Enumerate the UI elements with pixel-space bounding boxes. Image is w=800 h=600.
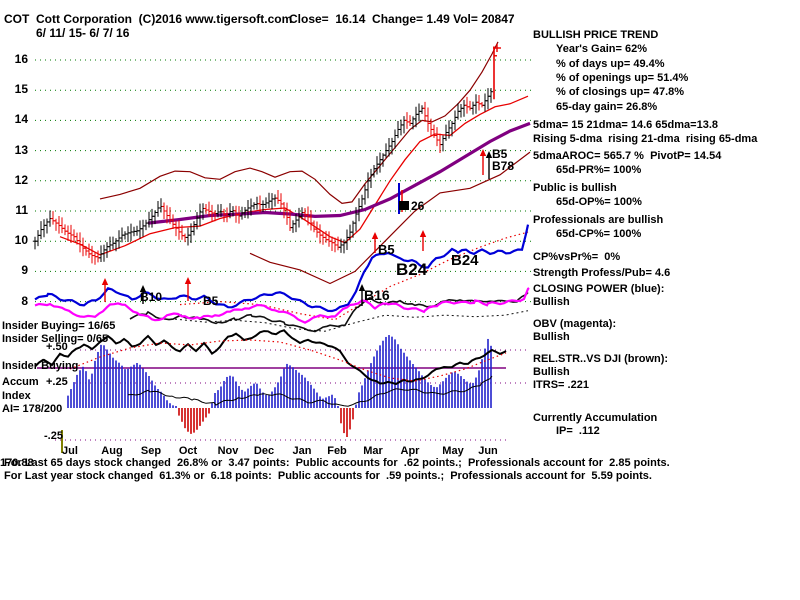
month-label: May (442, 445, 464, 457)
right-panel-stat-line: 5dma= 15 21dma= 14.6 65dma=13.8 (533, 119, 718, 131)
chart-annotation: B24 (451, 252, 479, 269)
left-panel-label: Insider Buying (2, 360, 79, 372)
month-label: Mar (363, 445, 383, 457)
price-axis-label: 10 (14, 233, 28, 248)
price-axis-label: 8 (21, 293, 28, 308)
chart-annotation: B24 (396, 260, 428, 279)
footer-line-2: For Last year stock changed 61.3% or 6.1… (4, 470, 652, 482)
right-panel-stat-line: Strength Profess/Pub= 4.6 (533, 267, 671, 279)
footer-overlap-value: 170.88 (0, 457, 34, 469)
reference-lines (37, 349, 528, 453)
price-axis-label: 15 (14, 82, 28, 97)
month-label: Sep (140, 445, 162, 457)
left-panel-label: AI= 178/200 (2, 403, 63, 415)
right-panel-stat-line: % of openings up= 51.4% (556, 72, 689, 84)
right-panel-stat-line: % of closings up= 47.8% (556, 86, 685, 98)
left-panel-label: Index (2, 390, 31, 402)
right-panel-stat-line: 65d-OP%= 100% (556, 196, 642, 208)
month-label: Feb (327, 445, 347, 457)
right-panel-stat-line: CP%vsPr%= 0% (533, 251, 621, 263)
month-label: Oct (178, 445, 198, 457)
right-panel-stat-line: Bullish (533, 366, 570, 378)
right-panel-stat-line: BULLISH PRICE TREND (533, 29, 659, 41)
obv-line (34, 287, 530, 324)
right-panel-stat-line: Bullish (533, 296, 570, 308)
ai-histogram (67, 335, 492, 438)
month-label: Nov (217, 445, 239, 457)
month-label: Dec (253, 445, 275, 457)
right-panel-stat-line: Rising 5-dma rising 21-dma rising 65-dma (533, 133, 758, 145)
right-panel-stat-line: Professionals are bullish (533, 214, 664, 226)
dotted-guides (174, 231, 529, 332)
ticker-symbol: COT (4, 12, 30, 26)
right-panel-stat-line: 5dmaAROC= 565.7 % PivotP= 14.54 (533, 150, 722, 162)
ma-65-line (147, 121, 531, 225)
right-panel-stat-line: Year's Gain= 62% (556, 43, 647, 55)
chart-annotation: B5 (378, 242, 395, 257)
ai-ma-line (127, 375, 493, 407)
right-panel-stat-line: 65d-CP%= 100% (556, 228, 642, 240)
price-axis-label: 9 (21, 263, 28, 278)
right-panel-stat-line: Currently Accumulation (533, 412, 658, 424)
chart-annotation: B5 (203, 294, 219, 308)
chart-annotation: B16 (364, 287, 390, 303)
right-panel-stat-line: REL.STR..VS DJI (brown): (533, 353, 669, 365)
right-panel-stat-line: Public is bullish (533, 182, 617, 194)
price-axis-label: 16 (14, 52, 28, 66)
date-range: 6/ 11/ 15- 6/ 7/ 16 (36, 26, 130, 40)
left-panel-label: +.50 (46, 341, 68, 353)
quote-summary: Close= 16.14 Change= 1.49 Vol= 20847 (289, 12, 515, 26)
chart-annotation: B10 (140, 290, 163, 304)
chart-annotation: B5 (492, 147, 508, 161)
right-panel-stat-line: % of days up= 49.4% (556, 58, 665, 70)
chart-title: Cott Corporation (C)2016 www.tigersoft.c… (36, 12, 293, 26)
right-panel-stat-line: CLOSING POWER (blue): (533, 283, 665, 295)
month-label: Apr (400, 445, 420, 457)
chart-annotation: 26 (411, 199, 425, 213)
right-panel-stat-line: IP= .112 (556, 425, 600, 437)
closing-power-line (34, 224, 530, 313)
price-axis-label: 12 (14, 172, 28, 187)
insider-line (34, 329, 507, 386)
left-panel-label: Insider Selling= 0/65 (2, 333, 109, 345)
ohlc-bars (32, 46, 497, 265)
annotation-markers (398, 183, 409, 214)
month-label: Jun (478, 445, 498, 457)
right-panel-stat-line: ITRS= .221 (533, 379, 589, 391)
right-panel-stat-line: 65-day gain= 26.8% (556, 101, 658, 113)
left-panel-label: +.25 (46, 376, 68, 388)
signal-arrows (101, 44, 501, 306)
footer-line-1: For Last 65 days stock changed 26.8% or … (4, 457, 670, 469)
price-axis-label: 13 (14, 142, 28, 157)
left-panel-label: -.25 (44, 430, 63, 442)
price-bands (59, 41, 531, 285)
month-label: Jul (62, 445, 78, 457)
price-axis-label: 11 (15, 203, 28, 217)
right-panel-stat-line: 65d-PR%= 100% (556, 164, 642, 176)
chart-annotation: B78 (492, 159, 515, 173)
month-label: Jan (292, 445, 312, 457)
price-axis-label: 14 (14, 112, 28, 127)
left-panel-label: Insider Buying= 16/65 (2, 320, 116, 332)
right-panel-stat-line: OBV (magenta): (533, 318, 617, 330)
left-panel-label: Accum (2, 376, 39, 388)
right-panel-stat-line: Bullish (533, 331, 570, 343)
month-label: Aug (101, 445, 123, 457)
